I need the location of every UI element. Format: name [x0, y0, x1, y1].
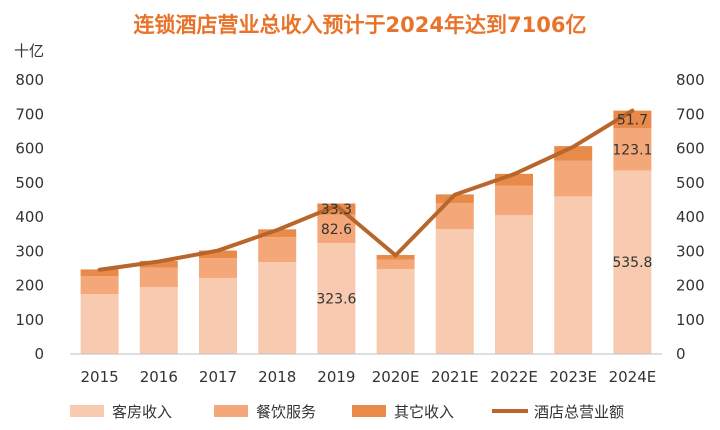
legend-label: 其它收入: [394, 403, 454, 421]
x-tick-label: 2020E: [372, 368, 420, 386]
legend-swatch: [70, 405, 104, 417]
total-line: [97, 108, 635, 272]
legend-label: 餐饮服务: [256, 403, 316, 421]
bar-segment: [317, 203, 356, 215]
y-axis-left: 0 100 200 300 400 500 600 700 800: [15, 71, 44, 363]
x-tick-label: 2022E: [490, 368, 538, 386]
legend: 客房收入 餐饮服务 其它收入 酒店总营业额: [70, 403, 624, 421]
bar-segment: [495, 185, 533, 216]
data-label: 82.6: [321, 222, 352, 238]
y-left-tick-label: 0: [34, 345, 44, 363]
bar-segment: [199, 277, 237, 354]
y-left-tick-label: 200: [15, 277, 44, 295]
bar-segment: [80, 294, 119, 354]
y-left-tick-label: 100: [15, 311, 44, 329]
y-right-tick-label: 800: [676, 71, 705, 89]
bar-segment: [376, 259, 415, 270]
bar-segment: [258, 262, 297, 354]
bar-segment: [376, 269, 415, 354]
y-axis-right: 0 100 200 300 400 500 600 700 800: [676, 71, 705, 363]
y-right-tick-label: 300: [676, 242, 705, 260]
bar-segment: [554, 160, 593, 197]
bar-segment: [613, 170, 652, 354]
bar-segment: [80, 269, 119, 277]
data-label: 535.8: [612, 255, 652, 271]
legend-label: 客房收入: [112, 403, 172, 421]
x-tick-label: 2018: [258, 368, 296, 386]
x-tick-label: 2019: [317, 368, 355, 386]
y-right-tick-label: 700: [676, 105, 705, 123]
bar-segment: [495, 173, 533, 186]
bar-segment: [317, 214, 356, 244]
bar-segment: [199, 258, 237, 278]
data-label: 51.7: [617, 112, 648, 128]
x-tick-label: 2016: [140, 368, 178, 386]
x-tick-label: 2024E: [609, 368, 657, 386]
y-left-tick-label: 700: [15, 105, 44, 123]
bar-segment: [199, 250, 237, 259]
x-axis: 2015 2016 2017 2018 2019 2020E 2021E 2022E 2023E…: [81, 368, 657, 386]
legend-swatch: [352, 405, 386, 417]
data-labels: 323.6 82.6 33.3 535.8 123.1 51.7: [316, 112, 652, 307]
unit-label: 十亿: [14, 42, 44, 60]
bar-segment: [613, 128, 652, 171]
legend-label: 酒店总营业额: [534, 403, 624, 421]
y-right-tick-label: 0: [676, 345, 686, 363]
bar-segment: [139, 260, 178, 268]
y-right-tick-label: 500: [676, 174, 705, 192]
bars: [80, 110, 652, 354]
y-left-tick-label: 800: [15, 71, 44, 89]
bar-segment: [258, 237, 297, 263]
bar-segment: [495, 215, 533, 354]
y-left-tick-label: 400: [15, 208, 44, 226]
data-label: 33.3: [321, 202, 352, 218]
y-left-tick-label: 500: [15, 174, 44, 192]
data-label: 123.1: [612, 142, 652, 158]
bar-segment: [435, 194, 474, 203]
x-tick-label: 2023E: [549, 368, 597, 386]
x-tick-label: 2017: [199, 368, 237, 386]
bar-segment: [139, 287, 178, 354]
y-left-tick-label: 600: [15, 140, 44, 158]
bar-segment: [554, 196, 593, 354]
y-right-tick-label: 100: [676, 311, 705, 329]
data-label: 323.6: [316, 292, 356, 308]
y-right-tick-label: 600: [676, 140, 705, 158]
legend-swatch: [214, 405, 248, 417]
bar-segment: [317, 243, 356, 354]
x-tick-label: 2021E: [431, 368, 479, 386]
chart-title: 连锁酒店营业总收入预计于2024年达到7106亿: [134, 13, 587, 37]
x-tick-label: 2015: [81, 368, 119, 386]
bar-segment: [80, 276, 119, 295]
bar-segment: [139, 267, 178, 288]
y-left-tick-label: 300: [15, 242, 44, 260]
total-revenue-line: [97, 108, 635, 272]
bar-segment: [435, 228, 474, 354]
y-right-tick-label: 400: [676, 208, 705, 226]
y-right-tick-label: 200: [676, 277, 705, 295]
bar-segment: [258, 229, 297, 238]
